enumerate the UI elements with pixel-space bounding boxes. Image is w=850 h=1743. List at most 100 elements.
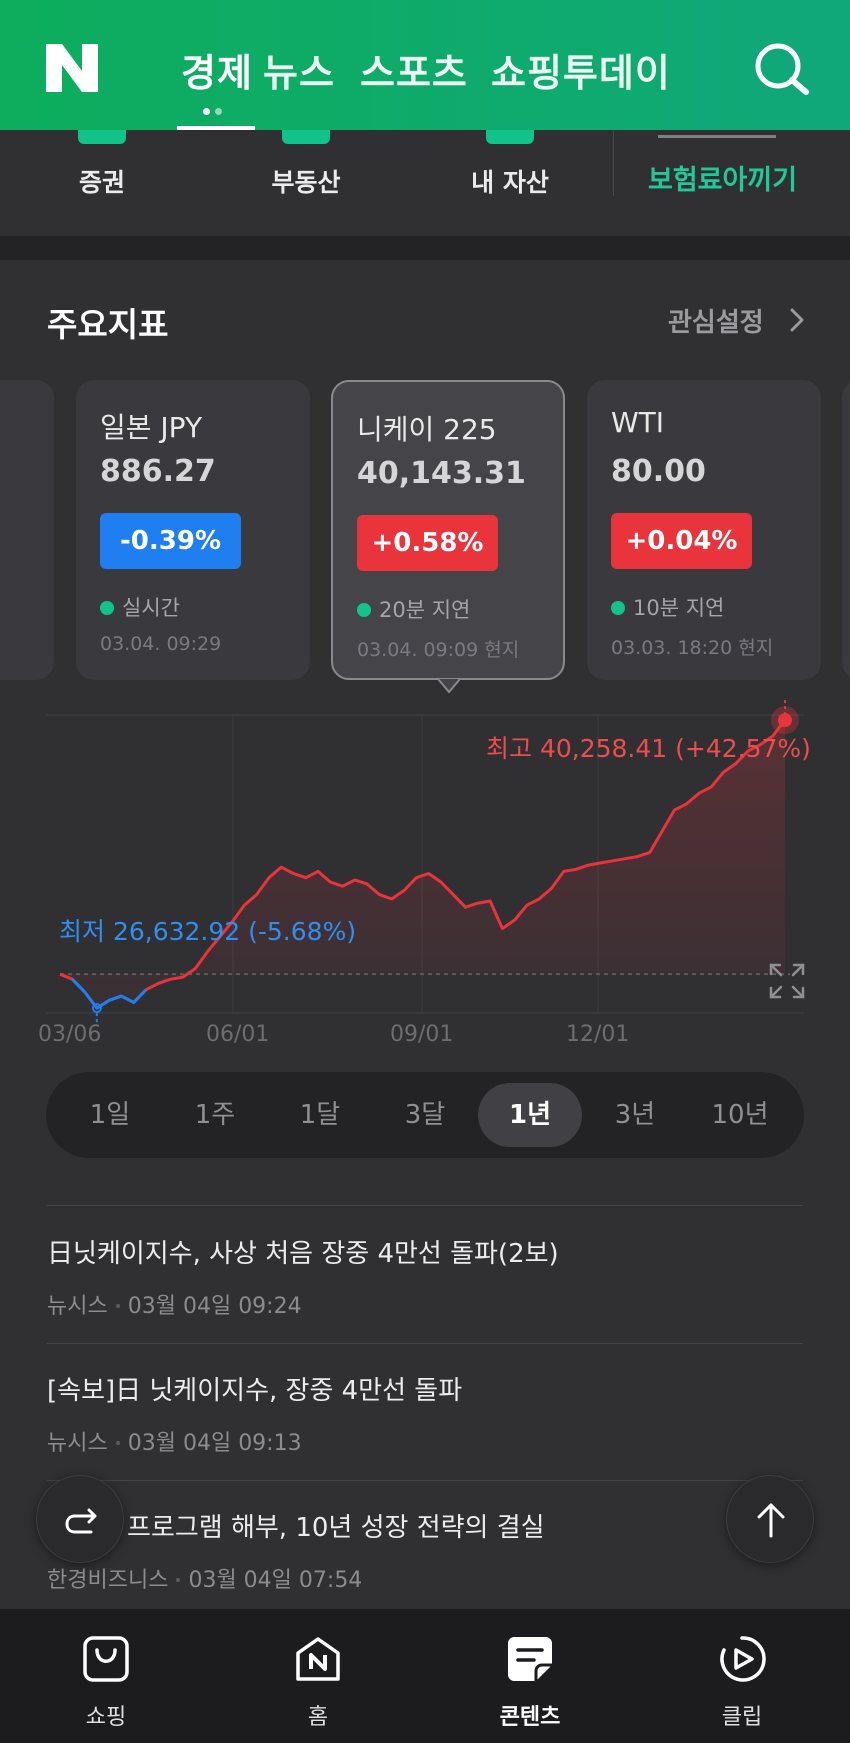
indicator-card-wti[interactable]: WTI 80.00 +0.04% 10분 지연 03.03. 18:20 현지 [587, 380, 821, 680]
card-change-badge: +0.04% [611, 513, 752, 569]
partial-text-cutoff [658, 130, 776, 138]
shortcut-my-assets[interactable]: 내 자산 [420, 130, 600, 236]
naver-logo-icon[interactable] [46, 44, 98, 92]
fullscreen-expand-icon[interactable] [768, 962, 806, 1000]
card-name: WTI [611, 406, 665, 439]
news-time: 03월 04일 09:24 [127, 1294, 302, 1319]
card-name: 니케이 225 [357, 413, 497, 446]
tab-economy[interactable]: 경제 [181, 51, 253, 95]
share-arrow-icon [65, 1508, 97, 1534]
card-name: 일본 JPY [100, 411, 203, 444]
chevron-right-icon[interactable] [786, 305, 808, 335]
low-point-marker [91, 1003, 102, 1014]
share-button[interactable] [36, 1475, 124, 1563]
news-title[interactable]: 日닛케이지수, 사상 처음 장중 4만선 돌파(2보) [47, 1239, 559, 1269]
news-source: 뉴시스 [47, 1294, 108, 1319]
news-meta: 뉴시스 03월 04일 09:13 [47, 1425, 302, 1457]
arrow-up-icon [757, 1503, 785, 1538]
tab-sports[interactable]: 스포츠 [360, 51, 468, 95]
indicator-card-nikkei[interactable]: 니케이 225 40,143.31 +0.58% 20분 지연 03.04. 0… [331, 380, 565, 680]
interest-settings-link[interactable]: 관심설정 [668, 308, 764, 338]
news-meta: 한경비즈니스 03월 04일 07:54 [47, 1562, 362, 1594]
assets-icon [486, 130, 534, 144]
news-source: 한경비즈니스 [47, 1568, 169, 1593]
period-selector: 1일 1주 1달 3달 1년 3년 10년 [46, 1072, 804, 1158]
news-time: 03월 04일 09:13 [127, 1431, 302, 1456]
real-estate-icon [282, 130, 330, 144]
x-tick-label: 12/01 [566, 1022, 630, 1047]
card-status-text: 20분 지연 [379, 598, 471, 622]
x-tick-label: 09/01 [390, 1022, 454, 1047]
category-tabs: 경제 뉴스 스포츠 쇼핑투데이 [160, 0, 720, 130]
card-time: 03.03. 18:20 현지 [611, 637, 774, 659]
period-1m[interactable]: 1달 [299, 1100, 341, 1130]
content-icon [508, 1637, 552, 1681]
chart-low-label: 최저 26,632.92 (-5.68%) [59, 917, 357, 946]
card-value: 886.27 [100, 454, 216, 489]
insurance-saving-link[interactable]: 보험료아끼기 [648, 165, 798, 196]
nav-shopping[interactable]: 쇼핑 [0, 1609, 212, 1743]
active-tab-indicator [177, 126, 255, 130]
card-status: 10분 지연 [611, 592, 724, 622]
shortcut-real-estate[interactable]: 부동산 [216, 130, 396, 236]
shortcut-menu: 증권 부동산 내 자산 보험료아끼기 [0, 130, 850, 236]
card-status: 실시간 [100, 592, 180, 622]
period-1y[interactable]: 1년 [478, 1083, 582, 1147]
tabs-fade [680, 0, 720, 130]
period-3y[interactable]: 3년 [614, 1100, 656, 1130]
nav-label: 홈 [307, 1705, 329, 1730]
card-time: 03.04. 09:29 [100, 633, 222, 655]
nav-clip[interactable]: 클립 [636, 1609, 848, 1743]
nav-content[interactable]: 콘텐츠 [424, 1609, 636, 1743]
news-title[interactable]: 밸류업 프로그램 해부, 10년 성장 전략의 결실 [47, 1513, 545, 1543]
card-change-badge: +0.58% [357, 515, 498, 571]
tab-shopping-today[interactable]: 쇼핑투데이 [491, 51, 671, 95]
indicator-card-partial[interactable] [0, 380, 54, 680]
news-time: 03월 04일 07:54 [188, 1568, 363, 1593]
price-chart[interactable] [0, 700, 850, 1060]
news-divider [47, 1205, 803, 1206]
chart-area-fill [60, 720, 785, 1009]
series-line-below-baseline [71, 978, 148, 1010]
nav-label: 클립 [721, 1705, 763, 1730]
x-tick-label: 06/01 [206, 1022, 270, 1047]
high-point-marker [778, 713, 792, 728]
search-icon[interactable] [752, 40, 812, 96]
nav-label: 콘텐츠 [499, 1705, 561, 1730]
series-line [59, 719, 787, 1010]
top-header: 경제 뉴스 스포츠 쇼핑투데이 [0, 0, 850, 130]
home-icon [296, 1637, 340, 1681]
bottom-navigation: 쇼핑 홈 콘텐츠 클립 [0, 1609, 850, 1743]
card-value: 80.00 [611, 454, 706, 489]
nav-home[interactable]: 홈 [212, 1609, 424, 1743]
shopping-bag-icon [83, 1636, 129, 1682]
period-3m[interactable]: 3달 [404, 1100, 446, 1130]
news-title[interactable]: [속보]日 닛케이지수, 장중 4만선 돌파 [47, 1376, 463, 1406]
shortcut-divider [613, 130, 614, 196]
stocks-icon [78, 130, 126, 144]
period-1w[interactable]: 1주 [194, 1100, 236, 1130]
shortcut-label: 증권 [78, 168, 125, 197]
section-separator [0, 236, 850, 260]
card-pointer-icon [438, 679, 460, 693]
card-status: 20분 지연 [357, 594, 470, 624]
tab-news[interactable]: 뉴스 [263, 51, 335, 95]
shortcut-stocks[interactable]: 증권 [12, 130, 192, 236]
card-status-text: 10분 지연 [633, 596, 725, 620]
period-10y[interactable]: 10년 [711, 1100, 769, 1130]
news-meta: 뉴시스 03월 04일 09:24 [47, 1288, 302, 1320]
shortcut-label: 내 자산 [471, 168, 549, 197]
scroll-top-button[interactable] [726, 1475, 814, 1563]
indicator-card-partial-right[interactable] [842, 380, 850, 680]
news-source: 뉴시스 [47, 1431, 108, 1456]
clip-play-icon [720, 1636, 766, 1682]
x-tick-label: 03/06 [38, 1022, 102, 1047]
nav-label: 쇼핑 [85, 1705, 127, 1730]
section-title: 주요지표 [47, 305, 169, 344]
indicator-card-jpy[interactable]: 일본 JPY 886.27 -0.39% 실시간 03.04. 09:29 [76, 380, 310, 680]
shortcut-label: 부동산 [271, 168, 341, 197]
period-1d[interactable]: 1일 [89, 1100, 131, 1130]
news-divider [47, 1343, 803, 1344]
card-time: 03.04. 09:09 현지 [357, 639, 520, 661]
